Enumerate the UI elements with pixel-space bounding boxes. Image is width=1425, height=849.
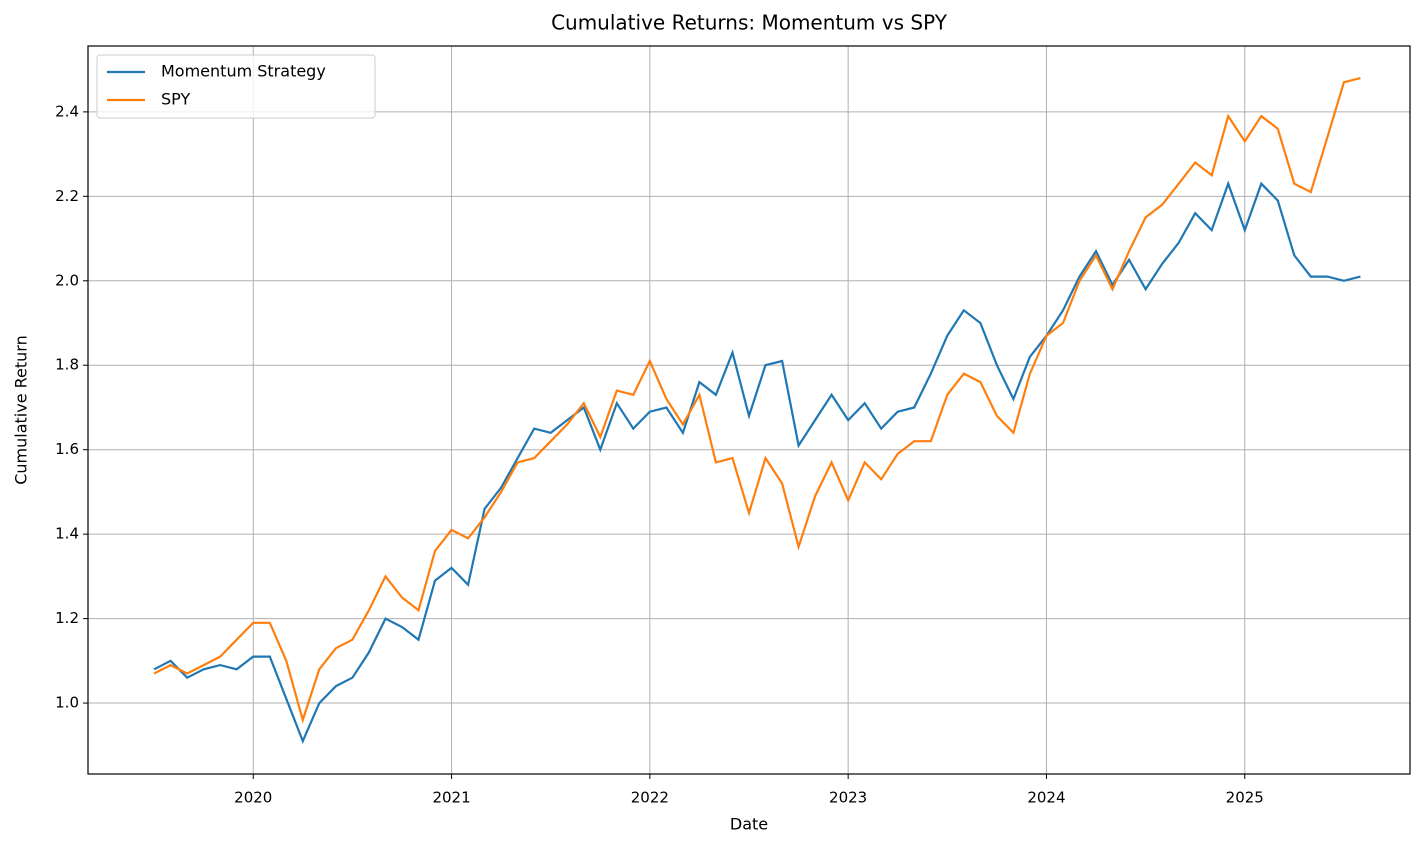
y-tick-label: 1.0 <box>55 694 79 712</box>
y-tick-label: 1.4 <box>55 525 79 543</box>
y-tick-label: 2.2 <box>55 187 79 205</box>
y-tick-label: 1.2 <box>55 609 79 627</box>
y-tick-label: 2.4 <box>55 102 79 120</box>
chart-title: Cumulative Returns: Momentum vs SPY <box>551 11 948 35</box>
x-tick-label: 2025 <box>1226 789 1264 807</box>
legend-box <box>96 54 376 119</box>
y-tick-label: 1.6 <box>55 440 79 458</box>
plot-frame <box>87 45 1411 775</box>
x-tick-label: 2024 <box>1027 789 1065 807</box>
line-series <box>153 77 1361 724</box>
x-tick-label: 2021 <box>432 789 470 807</box>
y-tick-label: 2.0 <box>55 271 79 289</box>
x-axis-label: Date <box>730 815 768 834</box>
legend: Momentum Strategy SPY <box>96 54 376 119</box>
x-tick-label: 2020 <box>234 789 272 807</box>
y-tick-label: 1.8 <box>55 356 79 374</box>
legend-label: SPY <box>161 90 190 109</box>
x-tick-label: 2022 <box>631 789 669 807</box>
y-axis-label: Cumulative Return <box>12 335 31 485</box>
x-tick-label: 2023 <box>829 789 867 807</box>
line-series <box>153 180 1361 744</box>
legend-label: Momentum Strategy <box>161 62 326 81</box>
